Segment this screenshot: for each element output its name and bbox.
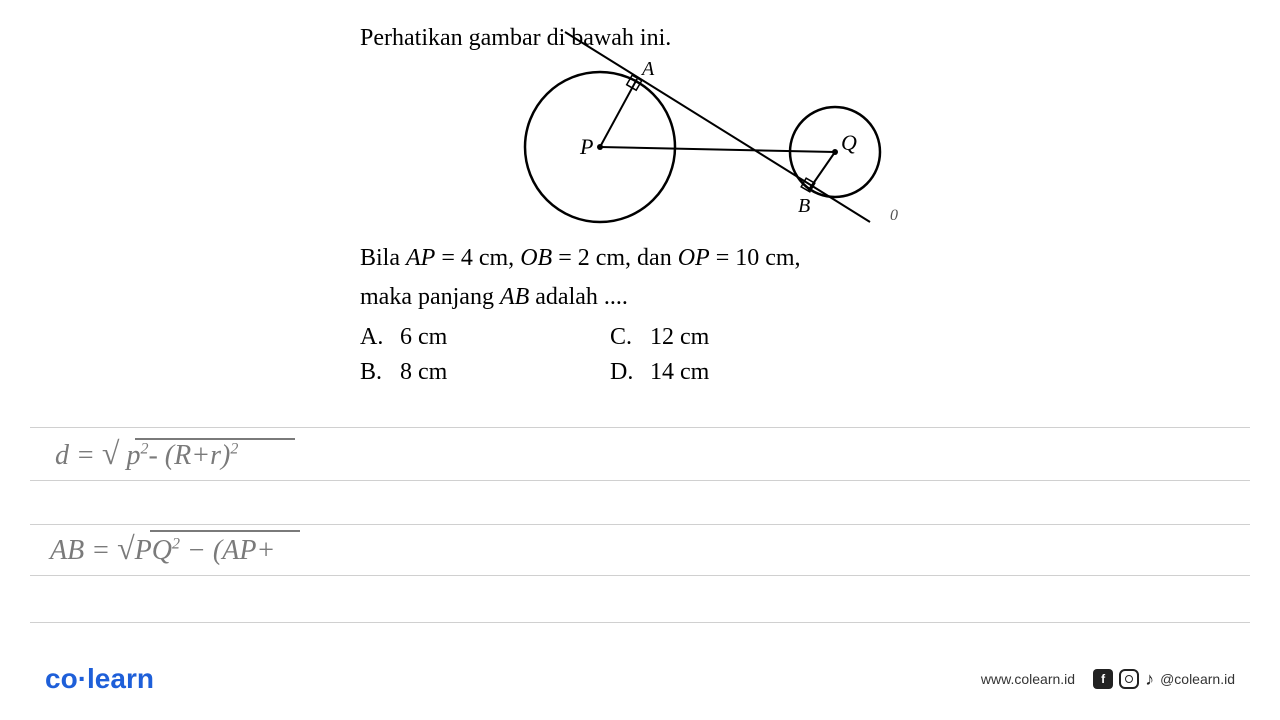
rule-line [30,575,1250,576]
option-letter-a: A. [360,324,388,351]
option-b[interactable]: B. 8 cm [360,359,550,386]
label-b: B [798,195,810,217]
options-grid: A. 6 cm C. 12 cm B. 8 cm D. 14 cm [360,324,800,386]
given-line-1: Bila AP = 4 cm, OB = 2 cm, dan OP = 10 c… [360,242,920,276]
rule-line [30,622,1250,623]
sqrt-overline-1 [135,438,295,440]
line-pq [600,147,835,152]
option-value-d: 14 cm [650,359,709,386]
logo-learn: learn [87,663,154,694]
tiktok-icon[interactable]: ♪ [1145,669,1154,690]
handwriting-line-2: AB = √PQ2 − (AP+ [50,530,275,567]
footer-url[interactable]: www.colearn.id [981,671,1075,687]
brand-logo: co·learn [45,663,154,695]
option-letter-b: B. [360,359,388,386]
social-handle[interactable]: @colearn.id [1160,671,1235,687]
footer-right: www.colearn.id f ♪ @colearn.id [981,669,1235,690]
rule-line [30,480,1250,481]
option-d[interactable]: D. 14 cm [610,359,800,386]
label-a: A [640,58,655,80]
option-letter-c: C. [610,324,638,351]
label-q: Q [841,130,857,155]
footer: co·learn www.colearn.id f ♪ @colearn.id [0,663,1280,695]
instagram-icon[interactable] [1119,669,1139,689]
option-letter-d: D. [610,359,638,386]
option-value-a: 6 cm [400,324,447,351]
rule-line [30,524,1250,525]
geometry-diagram: P Q A B 0 [440,57,840,237]
dot-p [597,144,603,150]
line-qb [808,152,835,191]
annotation-mark: 0 [890,207,898,225]
line-pa [600,79,637,147]
instruction-text: Perhatikan gambar di bawah ini. [360,25,920,52]
option-c[interactable]: C. 12 cm [610,324,800,351]
logo-co: co [45,663,78,694]
rule-line [30,427,1250,428]
given-line-2: maka panjang AB adalah .... [360,281,920,315]
sqrt-overline-2 [150,530,300,532]
social-icons: f ♪ @colearn.id [1093,669,1235,690]
dot-q [832,149,838,155]
problem-block: Perhatikan gambar di bawah ini. P Q A [360,25,920,386]
option-a[interactable]: A. 6 cm [360,324,550,351]
facebook-icon[interactable]: f [1093,669,1113,689]
handwriting-line-1: d = √ p2- (R+r)2 [55,435,238,472]
label-p: P [579,134,593,159]
option-value-c: 12 cm [650,324,709,351]
option-value-b: 8 cm [400,359,447,386]
